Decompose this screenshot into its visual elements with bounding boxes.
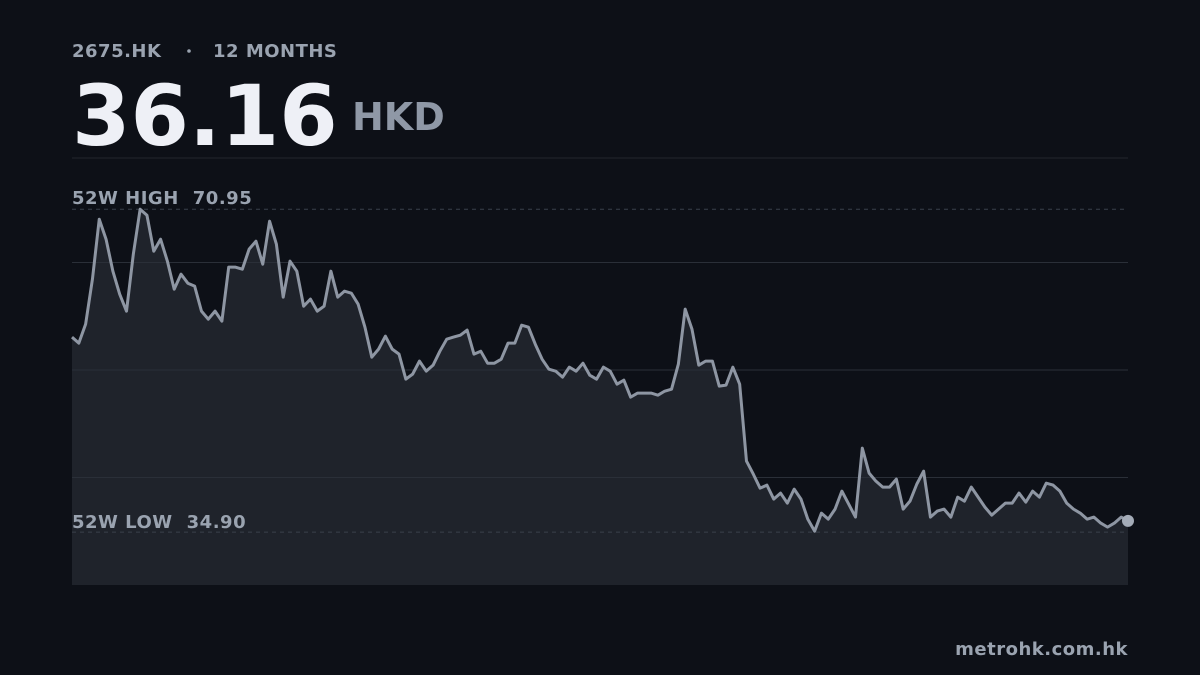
- separator-dot: [187, 49, 191, 53]
- low-label: 52W LOW 34.90: [72, 512, 246, 533]
- currency: HKD: [352, 95, 445, 139]
- price: 36.16: [72, 67, 338, 165]
- high-label-text: 52W HIGH: [72, 188, 179, 209]
- source: metrohk.com.hk: [955, 639, 1128, 660]
- period: 12 MONTHS: [213, 41, 337, 62]
- plot: [71, 207, 1134, 585]
- area: [72, 209, 1128, 585]
- low-value: 34.90: [187, 512, 246, 533]
- low-label-text: 52W LOW: [72, 512, 173, 533]
- high-label: 52W HIGH 70.95: [72, 188, 252, 209]
- ticker: 2675.HK: [72, 41, 162, 62]
- last-point: [1122, 514, 1134, 527]
- high-value: 70.95: [193, 188, 252, 209]
- price-line: [71, 207, 1129, 533]
